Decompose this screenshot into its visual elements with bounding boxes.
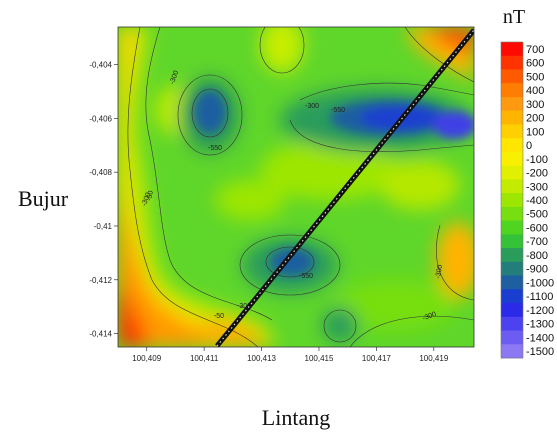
colorbar: 7006005004003002001000-100-200-300-400-5… (500, 41, 554, 359)
colorbar-swatch (501, 234, 523, 249)
colorbar-label: 200 (526, 113, 544, 125)
contour-plot-area: -300-300-550-300-50-300-550-550-50-300-3… (118, 27, 474, 347)
colorbar-label: -1400 (526, 332, 554, 344)
colorbar-swatch (501, 151, 523, 167)
contour-label: -300 (435, 264, 444, 279)
colorbar-swatch (501, 179, 523, 194)
colorbar-swatch (501, 330, 523, 345)
x-tick-label: 100,419 (419, 354, 448, 363)
colorbar-swatch (501, 261, 523, 276)
colorbar-swatch (501, 220, 523, 235)
colorbar-swatch (501, 165, 523, 180)
colorbar-label: -500 (526, 209, 548, 221)
colorbar-label: -600 (526, 222, 548, 234)
y-tick-label: -0,408 (89, 168, 112, 177)
colorbar-label: -1100 (526, 291, 553, 303)
colorbar-swatch (501, 275, 523, 290)
colorbar-swatch (501, 344, 523, 359)
colorbar-label: -1500 (526, 346, 554, 358)
colorbar-label: -700 (526, 236, 548, 248)
contour-label: -300 (237, 303, 251, 310)
contour-label: -50 (146, 190, 155, 201)
y-tick-label: -0,412 (89, 276, 112, 285)
colorbar-frame (500, 41, 524, 359)
contour-label: -550 (299, 273, 313, 280)
y-tick-label: -0,404 (89, 61, 112, 70)
colorbar-swatch (501, 110, 523, 125)
x-axis-title: Lintang (262, 405, 330, 430)
colorbar-label: -200 (526, 168, 548, 180)
contour-labels: -300-300-550-300-50-300-550-550-50-300-3… (141, 70, 444, 323)
colorbar-swatch (501, 96, 523, 112)
colorbar-label: -900 (526, 264, 548, 276)
colorbar-swatch (501, 124, 523, 139)
colorbar-swatch (501, 289, 523, 304)
colorbar-label: 0 (526, 140, 532, 152)
contour-label: -550 (331, 107, 345, 114)
x-tick-label: 100,415 (305, 354, 334, 363)
colorbar-swatch (501, 248, 523, 263)
y-tick-label: -0,414 (89, 330, 112, 339)
colorbar-swatch (501, 206, 523, 222)
colorbar-label: 500 (526, 71, 544, 83)
colorbar-swatch (501, 303, 523, 318)
colorbar-swatch (501, 316, 523, 331)
colorbar-swatch (501, 69, 523, 84)
colorbar-swatch (501, 42, 523, 57)
contour-label: -550 (208, 145, 222, 152)
x-tick-label: 100,417 (362, 354, 391, 363)
y-axis-title: Bujur (18, 186, 69, 211)
colorbar-swatch (501, 55, 523, 70)
colorbar-swatch (501, 83, 523, 98)
colorbar-label: 300 (526, 99, 544, 111)
colorbar-unit: nT (503, 6, 525, 28)
colorbar-label: 400 (526, 85, 544, 97)
x-tick-label: 100,409 (132, 354, 161, 363)
x-tick-label: 100,413 (247, 354, 276, 363)
colorbar-label: -1000 (526, 277, 554, 289)
y-tick-label: -0,406 (89, 114, 112, 123)
colorbar-label: -1200 (526, 305, 554, 317)
contour-label: -300 (141, 192, 152, 208)
x-tick-label: 100,411 (190, 354, 219, 363)
colorbar-label: -300 (526, 181, 548, 193)
y-tick-label: -0,41 (94, 222, 113, 231)
x-axis-ticks: 100,409 100,411 100,413 100,415 100,417 100,4… (132, 347, 449, 363)
colorbar-label: -400 (526, 195, 548, 207)
contour-label: -300 (422, 311, 438, 322)
colorbar-label: -100 (526, 154, 548, 166)
contour-lines (127, 27, 474, 347)
colorbar-label: 600 (526, 58, 544, 70)
colorbar-label: -1300 (526, 319, 554, 331)
colorbar-label: 700 (526, 44, 544, 56)
contour-label: -300 (305, 103, 319, 110)
colorbar-label: 100 (526, 126, 544, 138)
plot-frame (117, 26, 475, 348)
colorbar-swatch (501, 138, 523, 153)
contour-label: -50 (214, 313, 224, 320)
colorbar-label: -800 (526, 250, 548, 262)
colorbar-swatch (501, 193, 523, 208)
contour-label: -300 (169, 70, 180, 86)
y-axis-ticks: -0,404 -0,406 -0,408 -0,41 -0,412 -0,414 (89, 61, 118, 339)
